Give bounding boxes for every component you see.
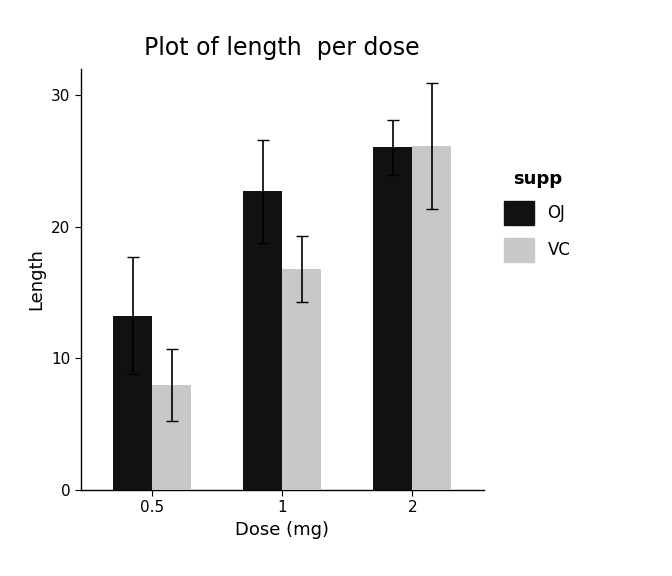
Legend: OJ, VC: OJ, VC: [504, 170, 571, 262]
Bar: [152, 385, 192, 490]
Bar: [243, 191, 282, 490]
Y-axis label: Length: Length: [28, 248, 45, 310]
Bar: [373, 147, 413, 490]
Bar: [282, 269, 321, 490]
Title: Plot of length  per dose: Plot of length per dose: [144, 36, 420, 60]
Bar: [113, 316, 152, 490]
X-axis label: Dose (mg): Dose (mg): [235, 521, 329, 539]
Bar: [413, 146, 452, 490]
